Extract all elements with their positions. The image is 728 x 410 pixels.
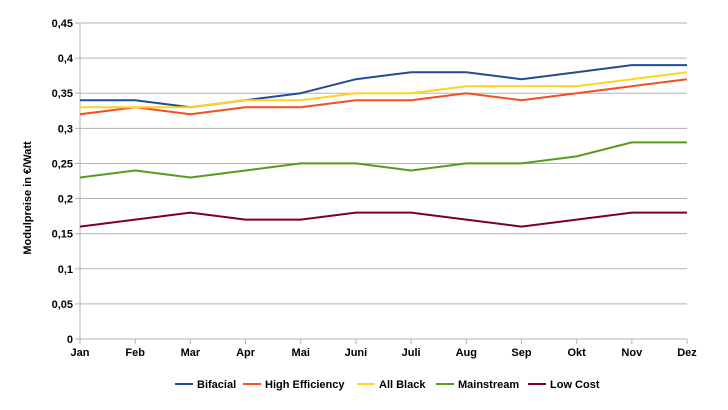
legend-label: Bifacial — [197, 379, 236, 391]
y-tick-label: 0,4 — [58, 53, 74, 65]
legend-entry-high-efficiency: High Efficiency — [243, 379, 345, 391]
series-line-all-black — [80, 71, 688, 109]
y-tick-label: 0,1 — [58, 264, 73, 276]
y-tick-label: 0,35 — [52, 88, 73, 100]
axes — [79, 23, 687, 340]
series-line-high-efficiency — [79, 78, 688, 116]
y-tick-label: 0,05 — [52, 299, 73, 311]
y-tick-label: 0 — [67, 334, 73, 346]
series-lines — [79, 64, 688, 228]
legend-label: High Efficiency — [265, 379, 345, 391]
x-tick-label: Juli — [402, 347, 421, 359]
x-tick-label: Feb — [125, 347, 145, 359]
legend-entry-low-cost: Low Cost — [528, 379, 600, 391]
y-axis-ticks: 0 0,05 0,1 0,15 0,2 0,25 0,3 0,35 0,4 0,45 — [52, 18, 80, 346]
x-tick-label: Aug — [456, 347, 477, 359]
y-tick-label: 0,3 — [58, 123, 73, 135]
x-tick-label: Mai — [292, 347, 310, 359]
series-line-mainstream — [79, 141, 687, 179]
x-tick-label: Apr — [236, 347, 256, 359]
y-tick-label: 0,15 — [52, 229, 73, 241]
legend-entry-mainstream: Mainstream — [436, 379, 519, 391]
legend-label: All Black — [379, 379, 426, 391]
x-tick-label: Mar — [181, 347, 201, 359]
series-line-bifacial — [80, 64, 687, 109]
y-tick-label: 0,45 — [52, 18, 73, 30]
series-line-low-cost — [79, 211, 687, 228]
legend-entry-all-black: All Black — [357, 379, 426, 391]
x-tick-label: Okt — [567, 347, 586, 359]
legend-label: Low Cost — [550, 379, 600, 391]
x-tick-label: Nov — [621, 347, 643, 359]
y-tick-label: 0,2 — [58, 194, 73, 206]
x-tick-label: Juni — [345, 347, 368, 359]
x-tick-label: Sep — [511, 347, 531, 359]
y-tick-label: 0,25 — [52, 158, 73, 170]
x-axis-ticks: Jan Feb Mar Apr Mai Juni Juli Aug Sep Okt Nov Dez — [71, 339, 697, 359]
y-axis-title: Modulpreise in €/Watt — [22, 141, 34, 255]
x-tick-label: Jan — [71, 347, 90, 359]
legend-entry-bifacial: Bifacial — [175, 379, 236, 391]
legend: Bifacial High Efficiency All Black Mainstre… — [175, 379, 600, 391]
x-tick-label: Dez — [677, 347, 697, 359]
grid-lines — [80, 22, 687, 340]
legend-label: Mainstream — [458, 379, 519, 391]
